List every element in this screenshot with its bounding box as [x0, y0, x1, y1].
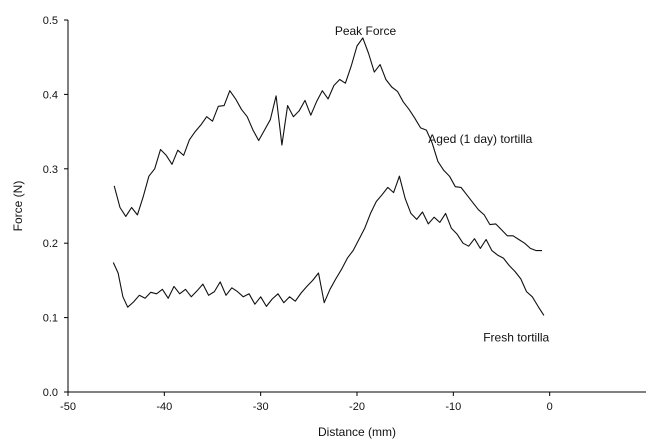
y-tick-label: 0.2	[43, 238, 58, 250]
x-axis-title: Distance (mm)	[318, 425, 396, 439]
y-tick-label: 0.5	[43, 15, 58, 27]
y-tick-label: 0.0	[43, 387, 58, 399]
x-tick-label: -50	[60, 401, 76, 413]
annotation-peak-force: Peak Force	[335, 24, 397, 38]
series-line-fresh-tortilla	[112, 175, 545, 316]
y-tick-label: 0.4	[43, 89, 58, 101]
y-tick-label: 0.1	[43, 313, 58, 325]
x-tick-label: 0	[547, 401, 553, 413]
y-axis-title: Force (N)	[11, 181, 25, 232]
annotation-aged-tortilla-label: Aged (1 day) tortilla	[428, 132, 532, 146]
y-ticks: 0.0 0.1 0.2 0.3 0.4 0.5	[43, 15, 68, 399]
x-tick-label: -30	[253, 401, 269, 413]
y-tick-label: 0.3	[43, 164, 58, 176]
x-tick-label: -40	[156, 401, 172, 413]
x-ticks: -50 -40 -30 -20 -10 0	[60, 392, 553, 413]
x-tick-label: -20	[349, 401, 365, 413]
x-tick-label: -10	[445, 401, 461, 413]
series-line-aged-tortilla	[113, 37, 542, 252]
series-group	[112, 37, 545, 316]
annotations: Peak Force Aged (1 day) tortilla Fresh tor…	[335, 24, 550, 345]
annotation-fresh-tortilla-label: Fresh tortilla	[483, 330, 549, 344]
plot-area: -50 -40 -30 -20 -10 0 0.0 0.1 0.2 0.3 0.4 0.5 Peak…	[43, 15, 646, 413]
